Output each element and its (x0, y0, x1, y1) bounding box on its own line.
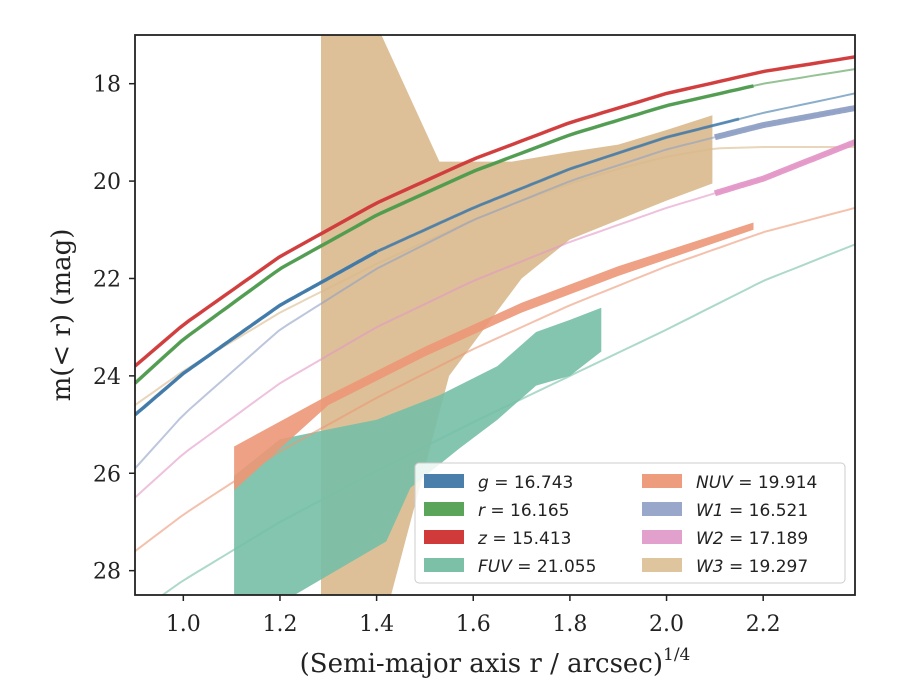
legend-item-g: g = 16.743 (424, 473, 573, 493)
legend-band-name: W2 (696, 529, 724, 549)
y-tick-label: 20 (93, 170, 121, 195)
profile-line-w2 (713, 139, 855, 197)
x-axis-label: (Semi-major axis r / arcsec)1/4 (300, 645, 691, 679)
legend-swatch (642, 530, 682, 544)
model-line-nuv (135, 206, 855, 552)
x-tick-label: 1.0 (166, 612, 201, 637)
y-tick-label: 18 (93, 73, 121, 98)
legend-item-fuv: FUV = 21.055 (424, 557, 596, 577)
legend-band-value: = 15.413 (487, 529, 572, 549)
series-w2 (135, 139, 855, 499)
series-nuv (135, 206, 855, 552)
legend-item-r: r = 16.165 (424, 501, 570, 521)
legend-box (414, 462, 846, 584)
band-fuv (234, 307, 602, 595)
legend-band-name: z (477, 529, 488, 549)
legend-swatch (424, 530, 464, 544)
y-tick-label: 22 (93, 267, 121, 292)
legend-label: g = 16.743 (478, 473, 573, 493)
legend-swatch (424, 502, 464, 516)
legend-swatch (642, 502, 682, 516)
legend-band-value: = 16.165 (485, 501, 570, 521)
legend-item-w2: W2 = 17.189 (642, 529, 808, 549)
legend-band-value: = 19.297 (724, 557, 809, 577)
legend-label: W1 = 16.521 (696, 501, 808, 521)
profile-line-g-mid (375, 117, 740, 254)
legend-band-value: = 17.189 (724, 529, 809, 549)
legend-swatch (424, 474, 464, 488)
legend-band-name: NUV (696, 473, 734, 493)
legend-band-name: r (478, 501, 486, 521)
profile-line-w1 (714, 105, 855, 141)
x-tick-label: 2.0 (649, 612, 684, 637)
series-fuv (160, 243, 855, 595)
legend-band-name: W3 (696, 557, 724, 577)
legend-label: r = 16.165 (478, 501, 570, 521)
x-tick-label: 1.2 (262, 612, 297, 637)
legend-band-name: g (478, 473, 489, 493)
legend-item-nuv: NUV = 19.914 (642, 473, 817, 493)
x-tick-label: 2.2 (746, 612, 781, 637)
legend-swatch (642, 474, 682, 488)
profile-line-g (135, 250, 378, 417)
legend-band-value: = 16.521 (724, 501, 809, 521)
legend-label: W2 = 17.189 (696, 529, 808, 549)
legend-item-w1: W1 = 16.521 (642, 501, 808, 521)
series-z (135, 55, 855, 368)
legend-band-name: FUV (478, 557, 513, 577)
legend-band-value: = 21.055 (512, 557, 597, 577)
x-axis: 1.0 1.2 1.4 1.6 1.8 2.0 2.2 (166, 595, 781, 637)
series-g (135, 92, 855, 417)
y-axis-label: m(< r) (mag) (47, 229, 77, 402)
y-tick-label: 24 (93, 365, 121, 390)
legend-band-name: W1 (696, 501, 724, 521)
profile-line-r (135, 84, 754, 385)
legend-label: FUV = 21.055 (478, 557, 596, 577)
legend-label: z = 15.413 (477, 529, 571, 549)
legend-label: NUV = 19.914 (696, 473, 817, 493)
x-axis-label-exponent: 1/4 (663, 645, 690, 665)
profile-line-z (135, 55, 855, 368)
legend-band-value: = 19.914 (733, 473, 818, 493)
legend-label: W3 = 19.297 (696, 557, 808, 577)
x-tick-label: 1.4 (359, 612, 394, 637)
plot-frame (134, 34, 856, 596)
legend-band-value: = 16.743 (489, 473, 574, 493)
x-tick-label: 1.6 (456, 612, 491, 637)
model-line-fuv (160, 243, 855, 595)
series-r (135, 68, 855, 385)
series-w1 (135, 105, 855, 470)
legend-swatch (424, 558, 464, 572)
legend-swatch (642, 558, 682, 572)
x-tick-label: 1.8 (552, 612, 587, 637)
y-axis: 18 20 22 24 26 28 (93, 73, 135, 585)
y-tick-label: 26 (93, 462, 121, 487)
legend-item-z: z = 15.413 (424, 529, 571, 549)
y-tick-label: 28 (93, 560, 121, 585)
x-axis-label-text: (Semi-major axis r / arcsec) (300, 649, 663, 679)
data-layer (135, 35, 855, 595)
legend-item-w3: W3 = 19.297 (642, 557, 808, 577)
